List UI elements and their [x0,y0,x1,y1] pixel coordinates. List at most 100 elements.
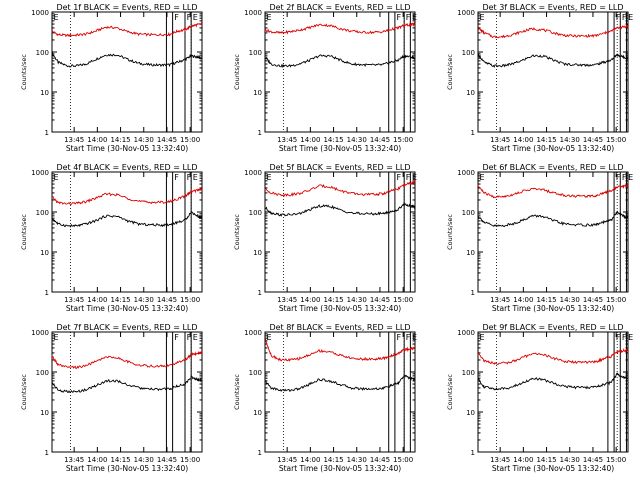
plot-frame [477,331,629,453]
x-tick-label: 14:30 [347,296,367,304]
y-tick-label: 1 [258,449,262,457]
x-tick-label: 14:45 [583,136,603,144]
panel-7: Det 7f BLACK = Events, RED = LLD 1 10 100 10… [20,323,203,473]
x-tick-label: 14:45 [157,296,177,304]
y-axis-title: Counts/sec [20,214,28,250]
flag-label: E [479,13,484,22]
y-tick-label: 1 [258,289,262,297]
flag-label: E [53,13,58,22]
flag-label: F [397,13,402,22]
flag-label: F [616,173,621,182]
flag-label: E [412,333,417,342]
x-tick-label: 14:15 [536,456,556,464]
y-axis-title: Counts/sec [446,214,454,250]
x-tick-label: 15:00 [180,456,200,464]
panel-5: Det 5f BLACK = Events, RED = LLD 1 10 100 10… [233,163,417,313]
flag-label: E [266,173,271,182]
events-series-line [477,372,629,391]
y-tick-label: 100 [462,209,475,217]
flag-label: F [174,173,179,182]
x-axis-title: Start Time (30-Nov-05 13:32:40) [492,304,614,313]
flag-label: E [628,333,633,342]
x-tick-label: 15:00 [393,456,413,464]
x-tick-label: 14:15 [323,456,343,464]
y-tick-label: 100 [249,369,262,377]
y-tick-label: 10 [40,249,49,257]
x-tick-label: 14:45 [583,296,603,304]
flag-label: F [406,13,411,22]
x-tick-label: 15:00 [393,136,413,144]
y-tick-label: 10 [40,89,49,97]
x-tick-label: 13:45 [277,296,297,304]
x-tick-label: 14:00 [300,296,320,304]
x-axis-title: Start Time (30-Nov-05 13:32:40) [279,144,401,153]
y-tick-label: 10 [466,409,475,417]
y-tick-label: 1000 [457,329,475,337]
y-axis-title: Counts/sec [446,54,454,90]
y-tick-label: 1 [258,129,262,137]
plot-frame [264,331,416,453]
panel-title: Det 4f BLACK = Events, RED = LLD [56,163,197,172]
flag-label: F [622,13,627,22]
panel-title: Det 7f BLACK = Events, RED = LLD [56,323,197,332]
x-tick-label: 13:45 [64,456,84,464]
y-tick-label: 1000 [31,329,49,337]
y-tick-label: 1 [45,449,49,457]
y-tick-label: 100 [36,209,49,217]
flag-label: F [406,333,411,342]
y-tick-label: 1 [471,129,475,137]
y-axis-title: Counts/sec [20,374,28,410]
lld-series-line [51,350,203,369]
x-tick-label: 14:45 [157,136,177,144]
x-axis-title: Start Time (30-Nov-05 13:32:40) [66,304,188,313]
events-series-line [477,210,629,228]
y-tick-label: 1000 [244,329,262,337]
lld-series-line [51,22,203,38]
flag-label: E [479,333,484,342]
panel-title: Det 2f BLACK = Events, RED = LLD [269,3,410,12]
flag-label: E [628,173,633,182]
plot-frame [51,11,203,133]
lld-series-line [51,187,203,206]
x-tick-label: 13:45 [64,296,84,304]
y-tick-label: 1000 [31,169,49,177]
flag-label: E [53,173,58,182]
x-tick-label: 14:30 [347,136,367,144]
y-tick-label: 100 [249,209,262,217]
flag-label: E [412,13,417,22]
x-tick-label: 14:15 [323,136,343,144]
flag-label: F [174,333,179,342]
y-tick-label: 100 [36,369,49,377]
x-tick-label: 14:30 [560,456,580,464]
x-tick-label: 14:45 [370,296,390,304]
flag-label: F [187,173,192,182]
x-tick-label: 14:00 [513,136,533,144]
flag-label: F [174,13,179,22]
lld-series-line [264,179,416,197]
plot-frame [51,171,203,293]
x-tick-label: 15:00 [606,136,626,144]
y-tick-label: 1 [471,449,475,457]
flag-label: F [406,173,411,182]
panel-3: Det 3f BLACK = Events, RED = LLD 1 10 100 10… [446,3,633,153]
y-tick-label: 10 [253,249,262,257]
flag-label: E [193,13,198,22]
x-tick-label: 14:15 [110,456,130,464]
x-tick-label: 13:45 [490,136,510,144]
x-tick-label: 14:45 [157,456,177,464]
flag-label: F [622,333,627,342]
x-tick-label: 15:00 [606,456,626,464]
events-series-line [477,52,629,68]
flag-label: F [616,13,621,22]
flag-label: E [193,173,198,182]
flag-label: E [193,333,198,342]
x-tick-label: 14:30 [560,296,580,304]
x-tick-label: 15:00 [180,136,200,144]
y-axis-title: Counts/sec [233,374,241,410]
panel-title: Det 6f BLACK = Events, RED = LLD [482,163,623,172]
panel-title: Det 3f BLACK = Events, RED = LLD [482,3,623,12]
y-tick-label: 1000 [244,169,262,177]
events-series-line [51,210,203,228]
x-axis-title: Start Time (30-Nov-05 13:32:40) [66,144,188,153]
